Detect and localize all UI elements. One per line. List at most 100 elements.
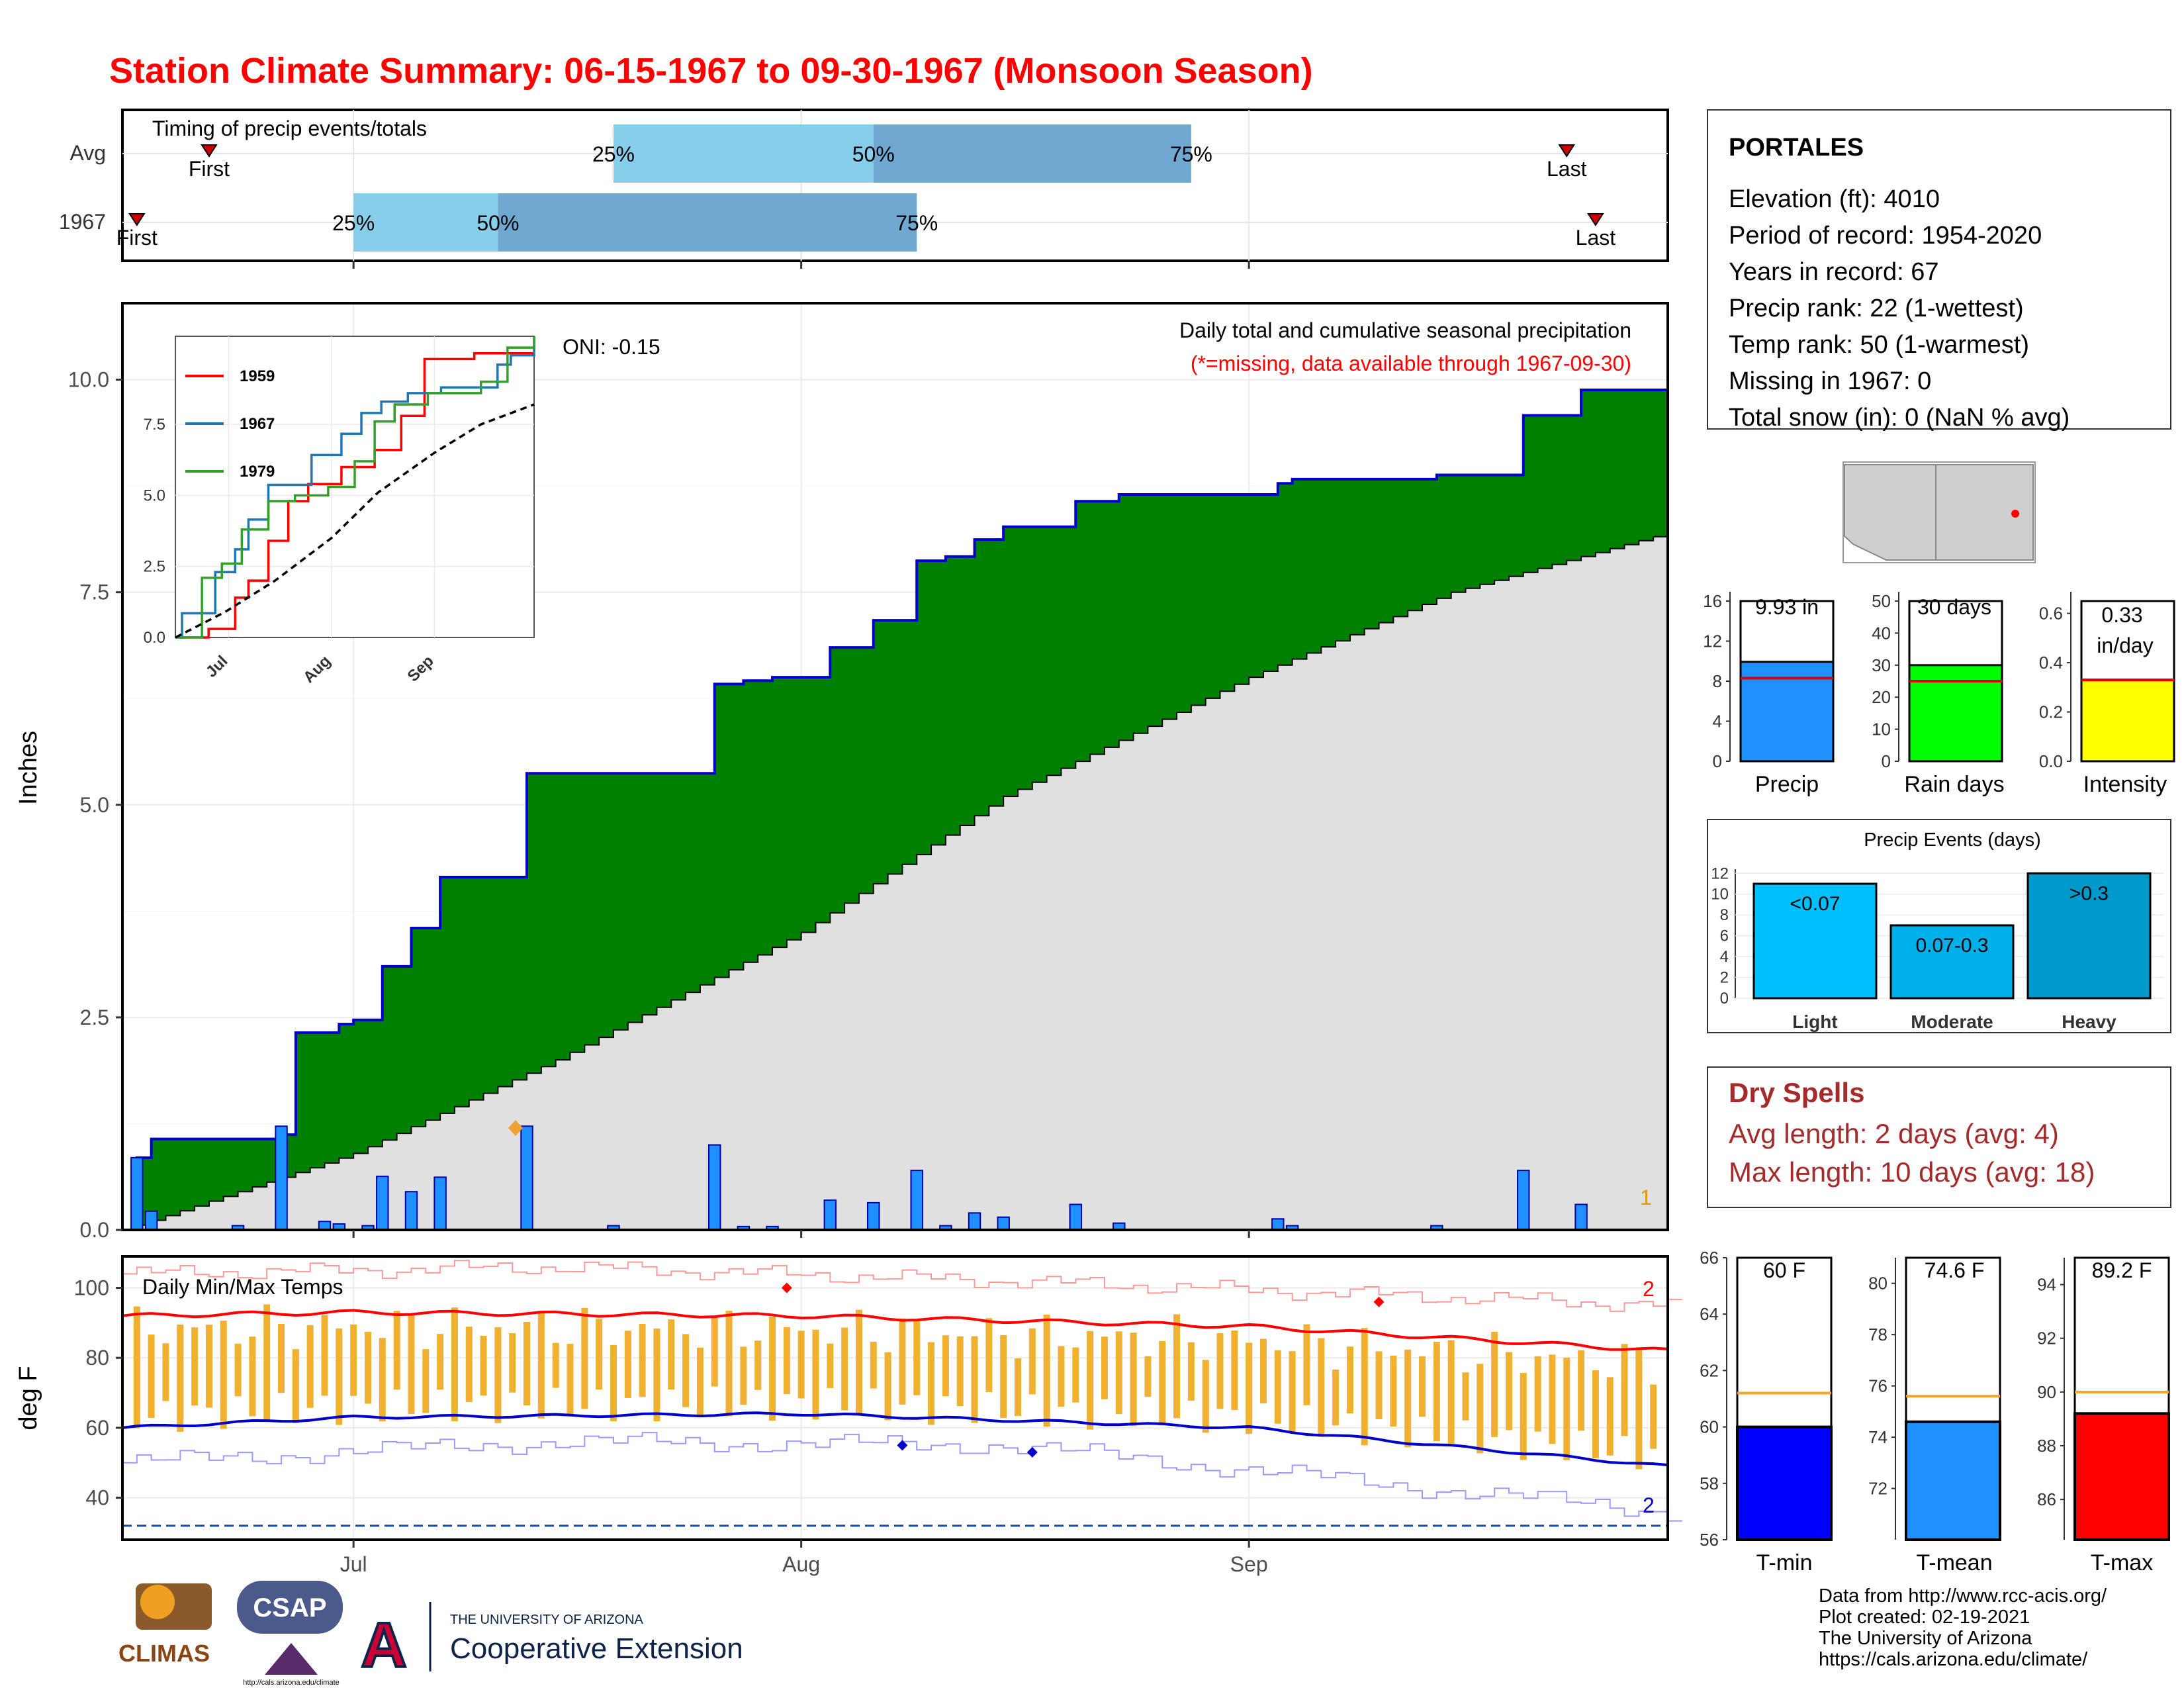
daily-temp-bar: [1115, 1331, 1122, 1415]
daily-precip-bar: [130, 1156, 144, 1231]
summary-bar-tick-label: 12: [1703, 632, 1722, 651]
dry-spells-title: Dry Spells: [1729, 1077, 1864, 1108]
map-new-mexico: [1935, 464, 2034, 561]
summary-value-raindays: 30 days: [1917, 595, 1991, 619]
footer-credits: Data from http://www.rcc-acis.org/ Plot …: [1819, 1585, 2107, 1670]
daily-temp-bar: [1259, 1338, 1267, 1404]
daily-temp-bar: [480, 1335, 487, 1396]
footer-line: Plot created: 02-19-2021: [1819, 1607, 2030, 1628]
daily-precip-bar: [275, 1125, 288, 1231]
footer-line: Data from http://www.rcc-acis.org/: [1819, 1585, 2107, 1607]
temp-record-marker: [1373, 1296, 1385, 1307]
temp-value-tmin: 60 F: [1763, 1258, 1805, 1282]
events-bar-value: 0.07-0.3: [1915, 935, 1988, 957]
timing-bars: 25% 50% 75% First Last 25% 50% 75% First Last: [116, 124, 1616, 252]
temp-bar-tick-label: 90: [2037, 1382, 2056, 1402]
events-bar: [1752, 882, 1878, 1000]
temp-record-marker: [897, 1440, 908, 1451]
ua-logo-small-text: THE UNIVERSITY OF ARIZONA: [450, 1613, 644, 1627]
station-location-dot: [2011, 510, 2019, 518]
summary-bar-tick-label: 30: [1872, 655, 1891, 675]
temp-value-tmax: 89.2 F: [2092, 1258, 2152, 1282]
daily-temp-bar: [1303, 1324, 1310, 1405]
daily-temp-bar: [639, 1323, 646, 1397]
daily-precip-bar: [1574, 1203, 1588, 1231]
station-info-frame: [1707, 109, 2171, 430]
climas-logo-text: CLIMAS: [118, 1640, 210, 1667]
daily-temp-bar: [956, 1336, 964, 1407]
summary-label-precip: Precip: [1755, 772, 1819, 797]
daily-precip-bar: [823, 1199, 837, 1231]
daily-temp-bar: [971, 1336, 978, 1423]
daily-temp-bar: [321, 1315, 328, 1396]
main-x-tick-label: Jul: [340, 1552, 367, 1576]
daily-temp-bar: [1058, 1346, 1065, 1407]
ua-logo-a: A: [361, 1610, 406, 1681]
station-line: Temp rank: 50 (1-warmest): [1729, 331, 2029, 359]
events-bar-value: >0.3: [2070, 882, 2109, 904]
daily-temp-bar: [191, 1327, 199, 1406]
dry-spells-box: Dry Spells Avg length: 2 days (avg: 4) M…: [1707, 1066, 2171, 1208]
daily-temp-bar: [711, 1316, 718, 1387]
daily-temp-bar: [1202, 1360, 1209, 1433]
main-x-ticks: Jul Aug Sep: [340, 261, 1268, 1576]
temp-y-tick-label: 100: [74, 1276, 109, 1300]
summary-bar-tick-label: 40: [1872, 623, 1891, 643]
daily-temp-bar: [364, 1332, 371, 1404]
temp-summary-bars: 56 58 60 62 64 66 72 74 76 78 80 86 88 90 92 94: [1700, 1248, 2170, 1550]
daily-temp-bar: [899, 1318, 906, 1405]
daily-temp-bar: [884, 1352, 891, 1421]
inset-series-line-1979: [175, 336, 535, 639]
inset-y-tick-label: 2.5: [144, 558, 165, 576]
station-line: Years in record: 67: [1729, 258, 1939, 286]
daily-precip-bar: [404, 1191, 418, 1231]
precip-y-axis-label: Inches: [15, 731, 42, 805]
temp-bar-tick-label: 58: [1700, 1474, 1719, 1493]
daily-temp-bar: [1621, 1344, 1628, 1436]
daily-temp-bar: [1289, 1351, 1296, 1432]
precip-y-tick-label: 10.0: [68, 368, 109, 392]
daily-temp-bar: [220, 1321, 227, 1429]
inset-y-tick-label: 5.0: [144, 487, 165, 504]
timing-last-label: Last: [1576, 226, 1616, 250]
daily-temp-bar: [379, 1338, 386, 1422]
daily-temp-bar: [234, 1343, 242, 1397]
summary-label-raindays: Rain days: [1904, 772, 2004, 797]
daily-temp-bar: [913, 1321, 921, 1395]
timing-bar-q25-q50: [353, 193, 498, 252]
summary-bar-tick-label: 4: [1713, 712, 1722, 731]
climas-logo-sun: [140, 1585, 175, 1619]
daily-precip-bar: [1069, 1203, 1083, 1231]
temp-y-ticks: 40 60 80 100: [74, 1276, 122, 1510]
dry-spells-max: Max length: 10 days (avg: 18): [1729, 1156, 2095, 1188]
daily-temp-bar: [148, 1335, 155, 1419]
temp-value-tmean: 74.6 F: [1925, 1258, 1985, 1282]
timing-row-label-1967: 1967: [59, 210, 106, 234]
daily-temp-bar: [1563, 1357, 1570, 1460]
events-tick-label: 2: [1720, 969, 1729, 987]
inset-series-line-1967: [175, 336, 535, 639]
daily-temp-bar: [1447, 1340, 1455, 1444]
timing-q75-label: 75%: [1170, 142, 1212, 166]
daily-temp-bar: [1433, 1342, 1440, 1442]
station-line: Missing in 1967: 0: [1729, 367, 1931, 395]
daily-temp-bar: [610, 1344, 617, 1422]
summary-bar-value: [2080, 679, 2175, 763]
daily-temp-bar: [653, 1328, 660, 1422]
summary-bar-tick-label: 0.0: [2039, 751, 2063, 771]
daily-precip-bar: [520, 1125, 533, 1231]
temp-panel-frame: [121, 1255, 1669, 1541]
temp-bar-tick-label: 64: [1700, 1304, 1719, 1324]
timing-last-label: Last: [1547, 157, 1587, 181]
footer-line: https://cals.arizona.edu/climate/: [1819, 1649, 2088, 1670]
daily-temp-bar: [162, 1343, 169, 1401]
temp-count-low: 2: [1643, 1493, 1655, 1517]
summary-bar-tick-label: 0.2: [2039, 702, 2063, 722]
precip-y-tick-label: 7.5: [80, 581, 109, 604]
precip-caption-missing: (*=missing, data available through 1967-…: [1191, 352, 1631, 375]
events-tick-label: 0: [1720, 990, 1729, 1008]
events-chart: 0 2 4 6 8 10 12 <0.07 Light 0.07-0.3 Moderate >0.3 H…: [1711, 865, 2164, 1032]
temp-bar-tick-label: 66: [1700, 1248, 1719, 1268]
timing-last-marker: [1587, 213, 1604, 226]
